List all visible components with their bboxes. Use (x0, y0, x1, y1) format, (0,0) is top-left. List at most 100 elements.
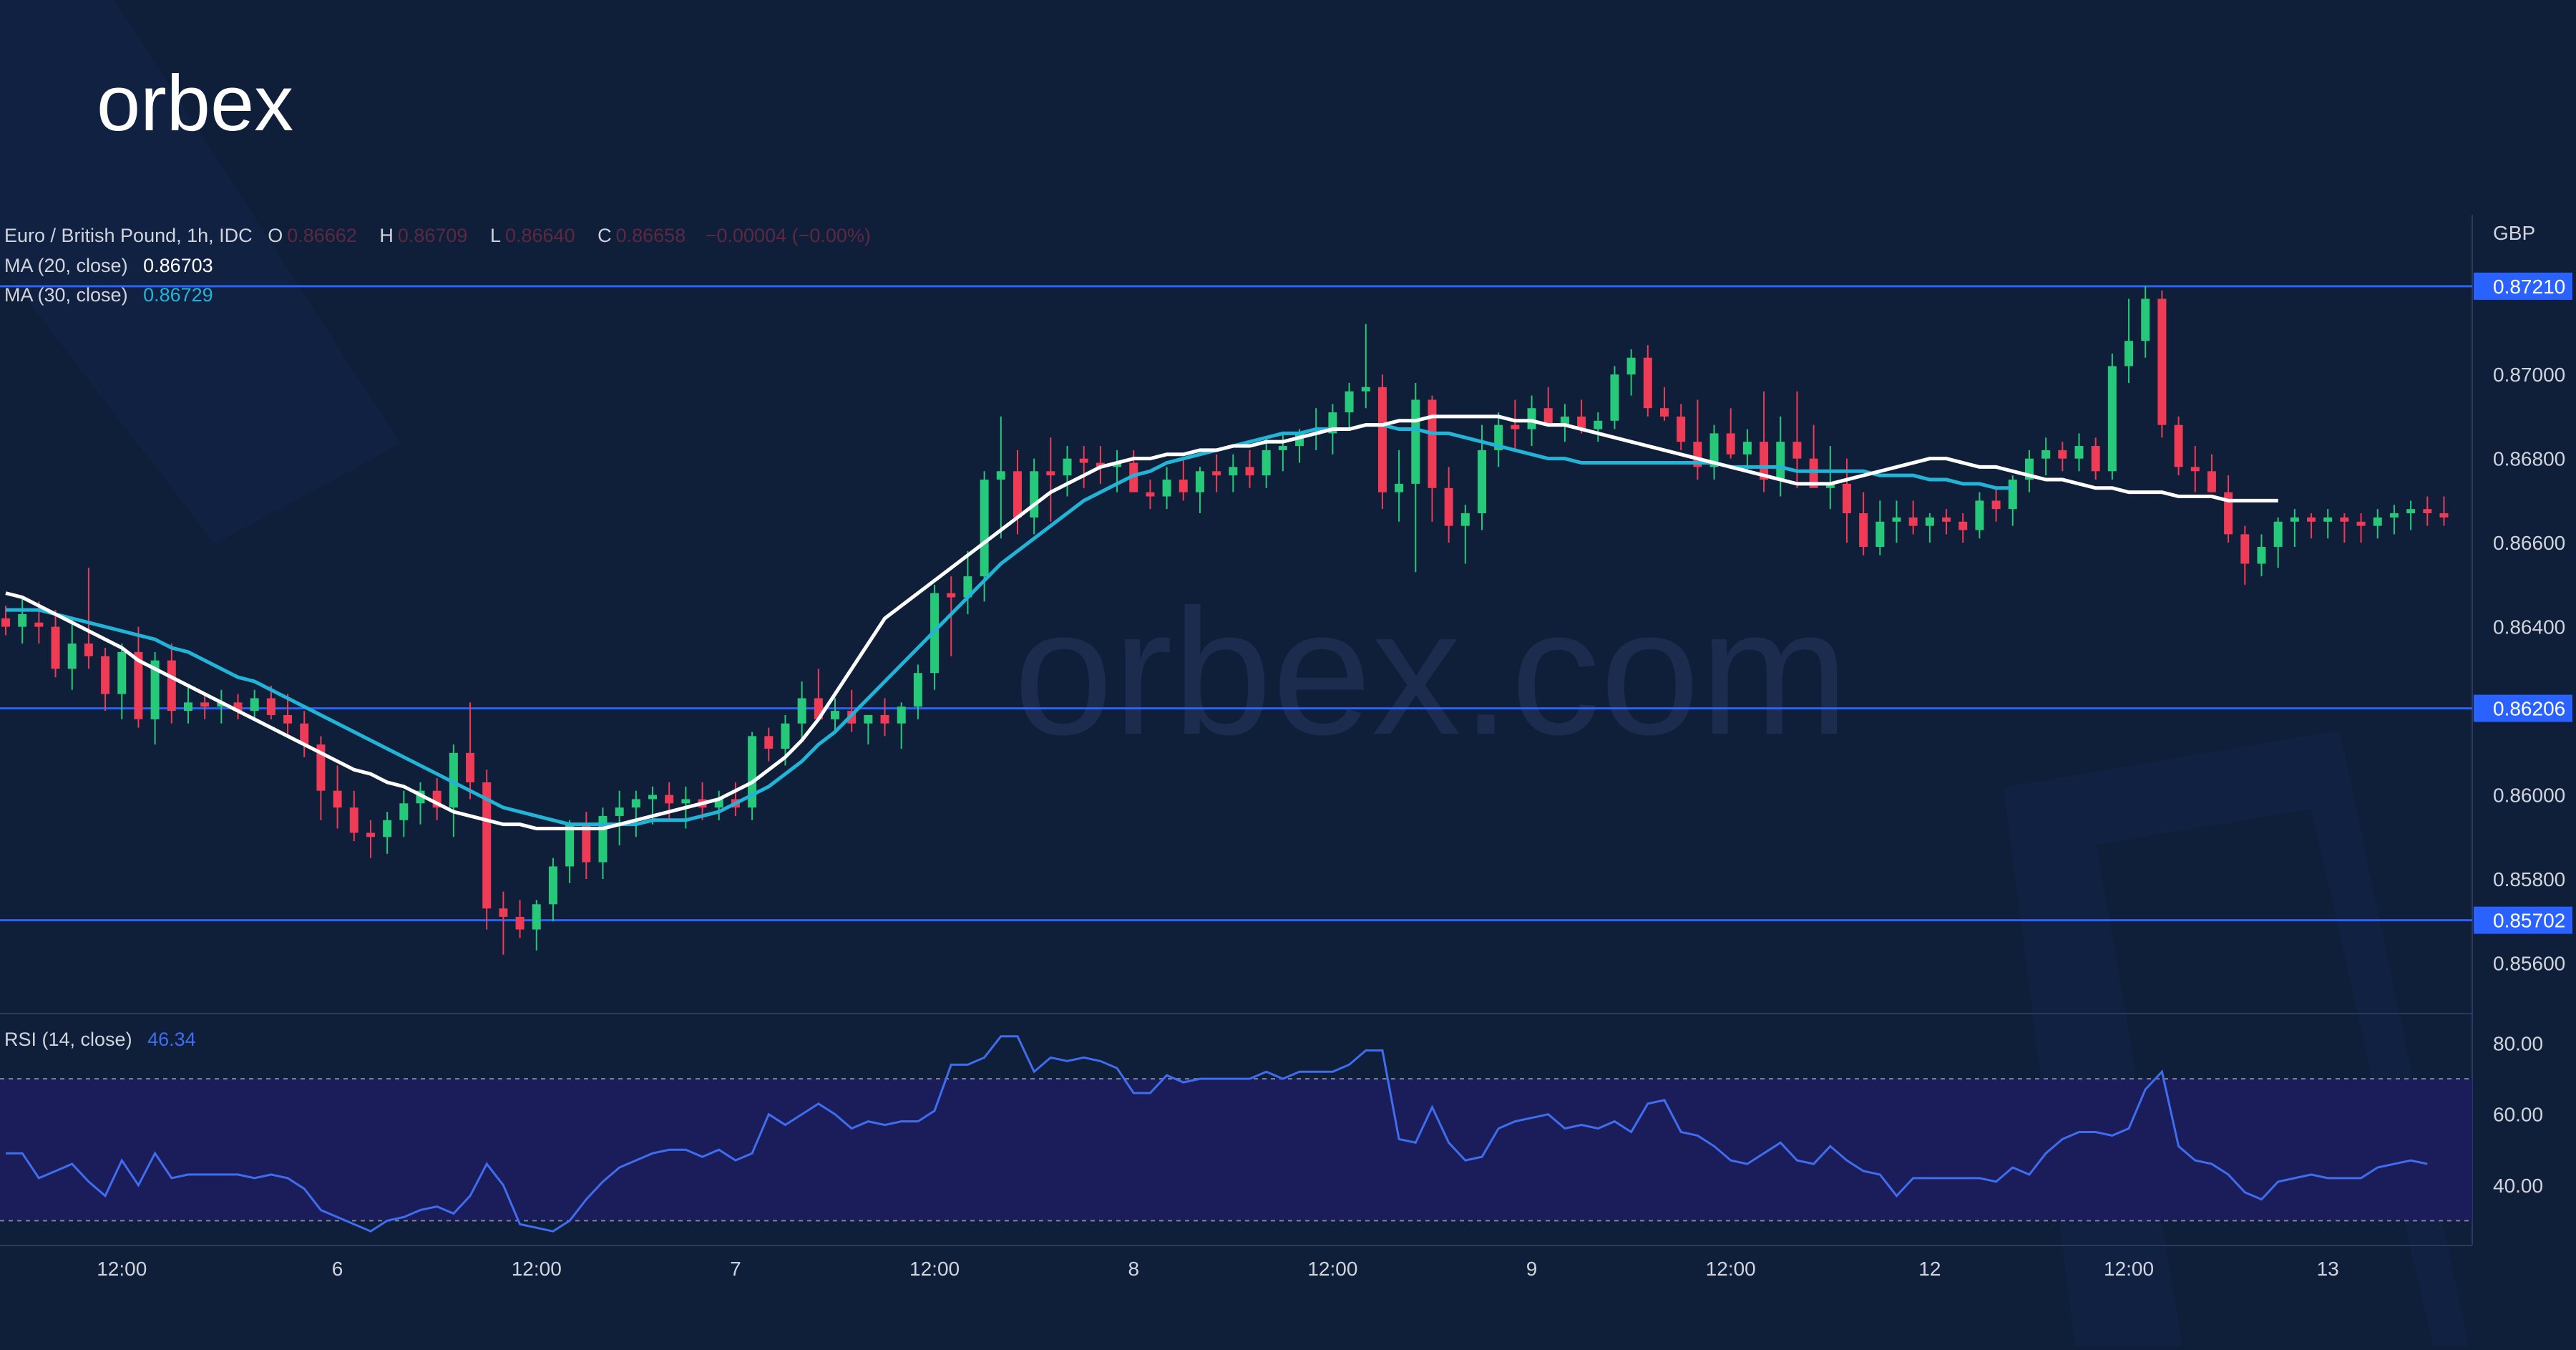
candle-body (1859, 513, 1868, 548)
candle-body (1626, 357, 1636, 375)
price-tick-label: 0.86800 (2493, 448, 2565, 470)
candle-body (1, 618, 10, 627)
close-label: C (597, 225, 612, 246)
candle-body (913, 673, 922, 707)
candle-body (1677, 416, 1686, 442)
ma30-label[interactable]: MA (30, close) (4, 284, 128, 306)
candle-body (200, 702, 210, 707)
ma20-label[interactable]: MA (20, close) (4, 255, 128, 276)
candle-body (1129, 462, 1138, 492)
rsi-axis-ticks: 80.00 60.00 40.00 (2493, 1033, 2543, 1197)
candle-body (2290, 517, 2299, 522)
candle-body (1660, 408, 1669, 417)
candle-body (2207, 471, 2216, 492)
candle-body (2107, 366, 2117, 472)
orbex-logo: orbex (97, 59, 293, 147)
candle-body (864, 714, 873, 724)
candle-body (366, 832, 375, 837)
candle-body (681, 799, 691, 804)
time-tick-label: 7 (730, 1258, 741, 1280)
time-tick-label: 12:00 (1706, 1258, 1756, 1280)
candle-body (1212, 471, 1221, 476)
candle-body (233, 702, 243, 712)
candle-body (1063, 458, 1072, 476)
rsi-tick-label: 60.00 (2493, 1104, 2543, 1126)
candle-body (117, 651, 127, 694)
candle-body (2389, 513, 2399, 518)
high-label: H (379, 225, 394, 246)
candle-body (1908, 517, 1918, 526)
level-badge-label: 0.87210 (2493, 276, 2565, 298)
candle-body (283, 714, 293, 724)
ma30-line (6, 423, 2013, 827)
rsi-label[interactable]: RSI (14, close) (4, 1029, 132, 1050)
price-tick-label: 0.86600 (2493, 532, 2565, 554)
candle-body (1643, 357, 1652, 409)
time-axis-ticks: 12:00 6 12:00 7 12:00 8 12:00 9 12:00 12 12:00 13 (97, 1258, 2339, 1280)
candle-body (1046, 471, 1055, 476)
horizontal-levels[interactable] (0, 285, 2472, 922)
rsi-tick-label: 40.00 (2493, 1175, 2543, 1197)
candle-body (84, 644, 93, 656)
time-tick-label: 12:00 (2104, 1258, 2154, 1280)
level-badges: 0.87210 0.86206 0.85702 (2474, 272, 2572, 934)
candle-body (2323, 517, 2333, 522)
low-value: 0.86640 (504, 225, 575, 246)
candle-body (1594, 420, 1603, 429)
ma30-value: 0.86729 (143, 284, 213, 306)
time-tick-label: 9 (1526, 1258, 1538, 1280)
candle-body (466, 752, 475, 782)
candle-body (1610, 374, 1619, 421)
rsi-band (0, 1079, 2472, 1221)
level-badge-label: 0.86206 (2493, 698, 2565, 720)
candle-body (1543, 408, 1553, 425)
candle-body (515, 916, 525, 930)
candle-body (532, 904, 541, 930)
candle-body (1229, 467, 1238, 476)
candle-body (316, 744, 326, 791)
time-tick-label: 12:00 (1307, 1258, 1357, 1280)
candle-body (1113, 462, 1122, 467)
candle-body (748, 736, 757, 808)
candle-body (1460, 513, 1470, 526)
level-badge (2474, 906, 2572, 934)
time-tick-label: 12 (1918, 1258, 1941, 1280)
symbol-title[interactable]: Euro / British Pound, 1h, IDC (4, 225, 253, 246)
candle-body (499, 908, 508, 917)
candle-body (482, 782, 492, 909)
candle-body (349, 807, 358, 833)
candle-body (2240, 534, 2250, 564)
low-label: L (489, 225, 501, 246)
candle-body (897, 706, 906, 724)
rsi-line (6, 1035, 2428, 1233)
candle-body (1030, 471, 1039, 518)
candle-body (648, 795, 658, 800)
candle-body (1825, 483, 1835, 488)
candle-body (1809, 458, 1818, 488)
time-tick-label: 12:00 (909, 1258, 960, 1280)
ma20-value: 0.86703 (143, 255, 213, 276)
candle-body (980, 480, 989, 577)
candle-body (2423, 509, 2432, 514)
candle-body (2174, 424, 2183, 467)
candle-body (2190, 467, 2200, 472)
candle-body (714, 799, 723, 808)
candle-body (1179, 480, 1188, 492)
level-badge-label: 0.85702 (2493, 910, 2565, 932)
candle-body (1709, 433, 1719, 467)
candle-body (250, 698, 259, 712)
candle-body (1195, 471, 1204, 492)
high-value: 0.86709 (397, 225, 468, 246)
candle-body (548, 866, 557, 905)
candle-body (2157, 298, 2167, 425)
candle-body (2058, 450, 2067, 459)
candle-body (2257, 547, 2266, 564)
ohlc-legend: Euro / British Pound, 1h, IDC O 0.86662 H… (4, 225, 875, 247)
time-tick-label: 8 (1128, 1258, 1139, 1280)
candle-body (665, 795, 674, 804)
candle-body (449, 752, 458, 808)
price-tick-label: 0.87000 (2493, 364, 2565, 386)
currency-label: GBP (2493, 222, 2535, 244)
